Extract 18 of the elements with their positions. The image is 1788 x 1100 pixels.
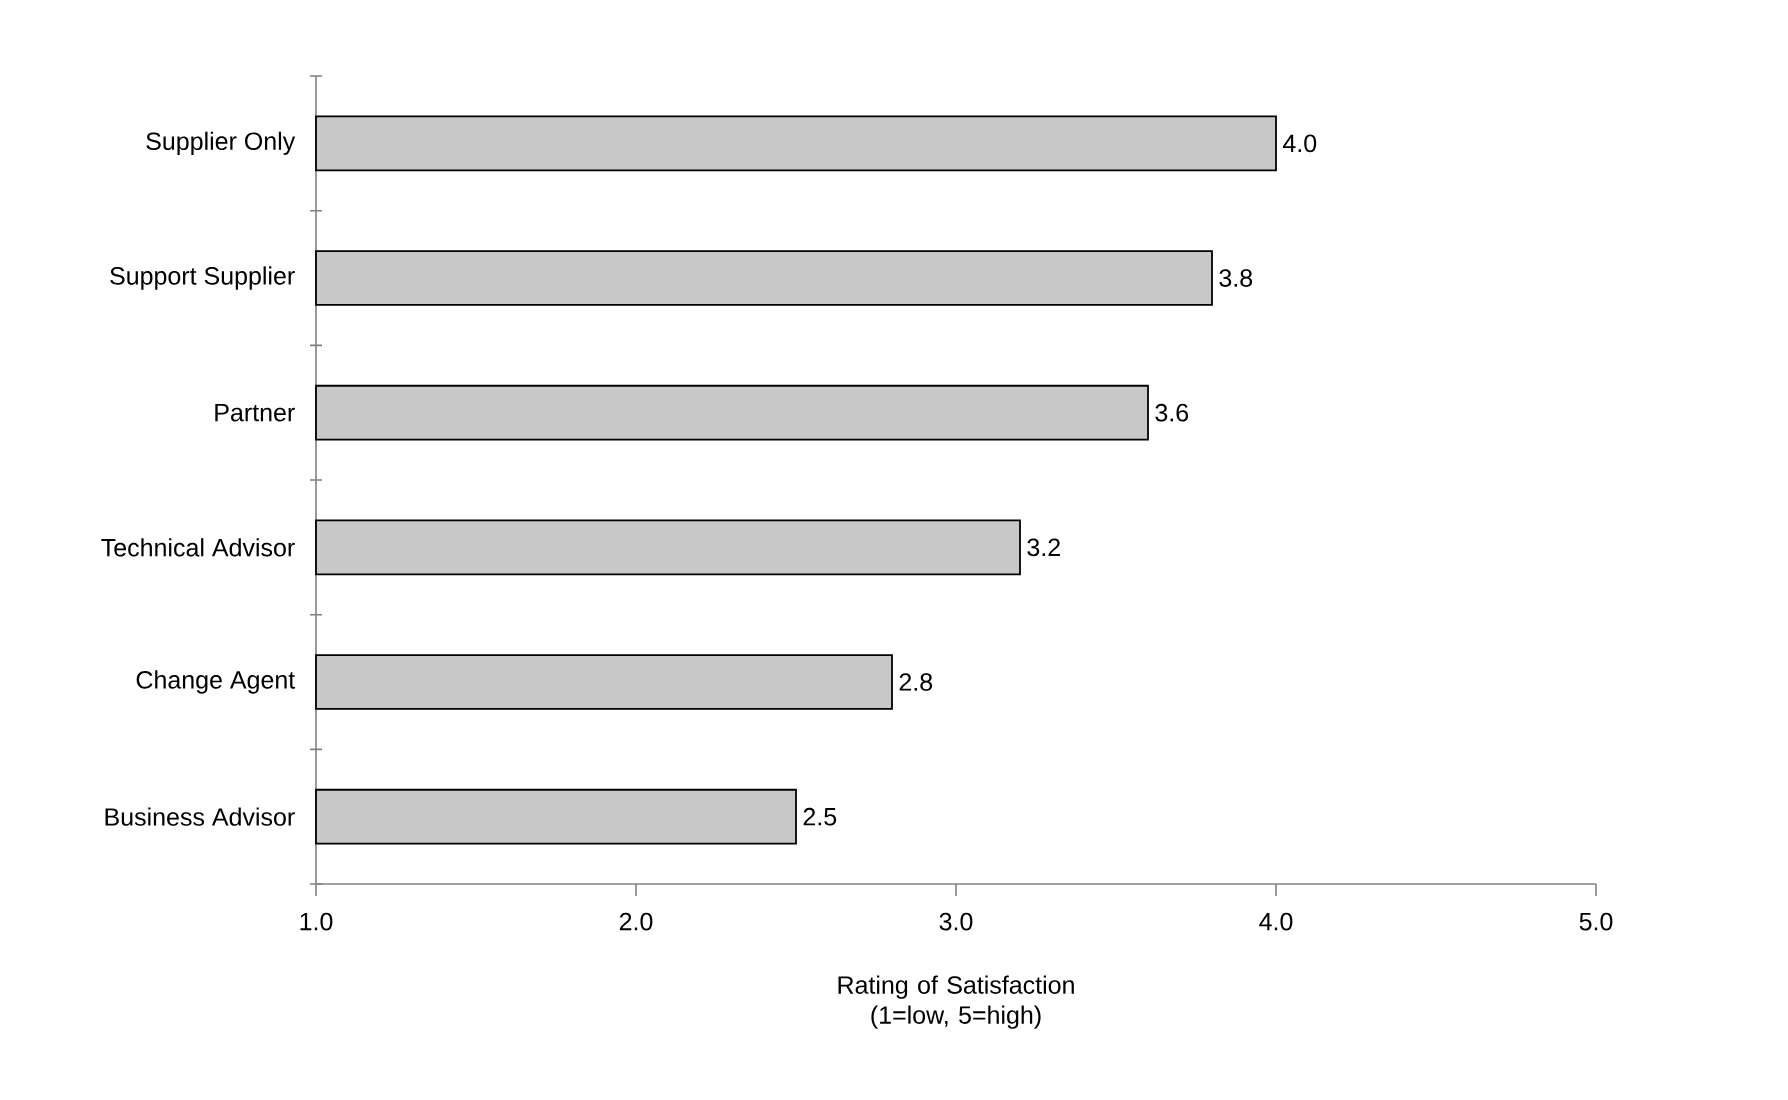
y-tick-label: Business Advisor [105,807,295,826]
y-tick-label: Technical Advisor [101,538,295,557]
y-tick-label: Partner [215,403,295,422]
x-tick-label: 2.0 [619,912,653,931]
data-label: 3.6 [1155,403,1189,422]
x-tick-label: 1.0 [300,912,333,931]
data-label: 4.0 [1282,134,1317,153]
x-tick-label: 5.0 [1579,912,1613,931]
data-label: 3.8 [1219,269,1253,287]
data-label: 2.5 [803,807,837,826]
x-tick-label: 3.0 [939,912,973,931]
data-label: 2.8 [899,673,933,691]
data-label: 3.2 [1027,538,1060,557]
x-tick-label: 4.0 [1259,912,1293,931]
y-tick-label: Supplier Only [146,131,296,155]
x-axis-title: Rating of Satisfaction (1=low, 5=high) [838,975,1074,1029]
y-tick-label: Change Agent [136,670,296,694]
y-tick-label: Support Supplier [110,266,295,290]
